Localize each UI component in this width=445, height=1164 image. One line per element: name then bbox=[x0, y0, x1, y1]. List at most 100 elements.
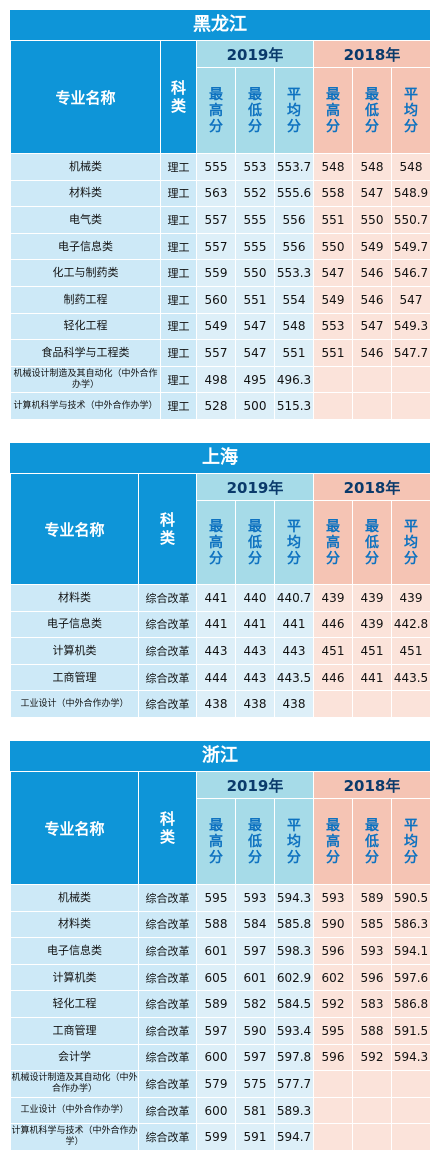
category-cell: 理工 bbox=[160, 392, 197, 420]
min-score-cell bbox=[352, 690, 392, 718]
avg-score-cell: 589.3 bbox=[274, 1096, 314, 1125]
min-score-cell bbox=[352, 392, 392, 420]
avg-score-cell: 584.5 bbox=[274, 990, 314, 1018]
major-name-cell: 电子信息类 bbox=[10, 610, 139, 639]
table-row: 轻化工程 理工 549 547 548 553 547 549.3 bbox=[10, 312, 431, 341]
avg-score-cell: 551 bbox=[274, 339, 314, 367]
category-cell: 理工 bbox=[160, 232, 197, 261]
max-score-cell: 602 bbox=[313, 963, 353, 992]
max-score-cell: 446 bbox=[313, 610, 353, 639]
category-cell: 综合改革 bbox=[138, 584, 197, 612]
min-score-cell: 588 bbox=[352, 1016, 392, 1045]
avg-score-cell: 549.3 bbox=[391, 312, 431, 341]
header-row-years: 专业名称科类 2019年 2018年 bbox=[10, 473, 431, 585]
max-score-cell: 438 bbox=[196, 690, 236, 718]
category-cell: 理工 bbox=[160, 259, 197, 287]
table-row: 电子信息类 理工 557 555 556 550 549 549.7 bbox=[10, 232, 431, 261]
max-score-cell: 446 bbox=[313, 663, 353, 692]
avg-score-cell: 549.7 bbox=[391, 232, 431, 261]
min-score-cell: 583 bbox=[352, 990, 392, 1018]
min-score-cell: 591 bbox=[235, 1123, 275, 1151]
category-cell: 综合改革 bbox=[138, 1123, 197, 1151]
max-score-cell: 588 bbox=[196, 910, 236, 939]
major-name-header: 专业名称 bbox=[10, 473, 139, 585]
avg-score-cell: 597.6 bbox=[391, 963, 431, 992]
min-score-cell: 441 bbox=[352, 663, 392, 692]
avg-score-cell: 548 bbox=[391, 153, 431, 181]
table-row: 食品科学与工程类 理工 557 547 551 551 546 547.7 bbox=[10, 339, 431, 367]
min-score-cell: 593 bbox=[352, 937, 392, 965]
min-score-cell: 585 bbox=[352, 910, 392, 939]
header-row-metrics: 最高分最低分平均分最高分最低分平均分 bbox=[11, 67, 431, 154]
major-name-cell: 材料类 bbox=[10, 584, 139, 612]
province-title: 浙江 bbox=[10, 741, 430, 771]
table-row: 电子信息类 综合改革 601 597 598.3 596 593 594.1 bbox=[10, 937, 431, 965]
avg-score-cell bbox=[391, 1070, 431, 1098]
min-score-cell: 547 bbox=[235, 312, 275, 341]
min-score-cell: 443 bbox=[235, 663, 275, 692]
province-title: 黑龙江 bbox=[10, 10, 430, 40]
min-score-cell: 546 bbox=[352, 259, 392, 287]
category-cell: 综合改革 bbox=[138, 1096, 197, 1125]
category-cell: 理工 bbox=[160, 206, 197, 234]
avg-score-cell: 594.7 bbox=[274, 1123, 314, 1151]
avg-score-cell: 443 bbox=[274, 637, 314, 665]
major-name-cell: 食品科学与工程类 bbox=[10, 339, 161, 367]
avg-score-header: 平均分 bbox=[274, 798, 314, 885]
admission-score-table: 专业名称科类 2019年 2018年最高分最低分平均分最高分最低分平均分材料类 综合改… bbox=[10, 473, 431, 718]
category-cell: 综合改革 bbox=[138, 884, 197, 912]
table-row: 轻化工程 综合改革 589 582 584.5 592 583 586.8 bbox=[10, 990, 431, 1018]
min-score-cell: 584 bbox=[235, 910, 275, 939]
min-score-cell: 593 bbox=[235, 884, 275, 912]
min-score-cell: 553 bbox=[235, 153, 275, 181]
category-cell: 综合改革 bbox=[138, 663, 197, 692]
section-zhejiang: 浙江 专业名称科类 2019年 2018年最高分最低分平均分最高分最低分平均分机械类综… bbox=[10, 741, 431, 1151]
major-name-cell: 化工与制药类 bbox=[10, 259, 161, 287]
category-cell: 理工 bbox=[160, 312, 197, 341]
min-score-cell: 550 bbox=[352, 206, 392, 234]
category-cell: 综合改革 bbox=[138, 910, 197, 939]
avg-score-cell: 550.7 bbox=[391, 206, 431, 234]
max-score-cell: 593 bbox=[313, 884, 353, 912]
avg-score-cell: 443.5 bbox=[274, 663, 314, 692]
max-score-cell: 595 bbox=[313, 1016, 353, 1045]
max-score-cell bbox=[313, 1123, 353, 1151]
table-row: 机械设计制造及其自动化（中外合作办学） 理工 498 495 496.3 bbox=[10, 365, 431, 394]
category-cell: 理工 bbox=[160, 339, 197, 367]
max-score-cell: 592 bbox=[313, 990, 353, 1018]
avg-score-cell: 496.3 bbox=[274, 365, 314, 394]
min-score-cell: 549 bbox=[352, 232, 392, 261]
avg-score-cell: 586.8 bbox=[391, 990, 431, 1018]
max-score-cell: 549 bbox=[313, 285, 353, 314]
major-name-cell: 工业设计（中外合作办学） bbox=[10, 1096, 139, 1125]
max-score-header: 最高分 bbox=[196, 67, 236, 154]
avg-score-cell: 451 bbox=[391, 637, 431, 665]
max-score-header: 最高分 bbox=[313, 798, 353, 885]
min-score-cell: 441 bbox=[235, 610, 275, 639]
category-header: 科类 bbox=[138, 473, 197, 585]
table-row: 计算机类 综合改革 443 443 443 451 451 451 bbox=[10, 637, 431, 665]
min-score-cell: 596 bbox=[352, 963, 392, 992]
avg-score-cell: 555.6 bbox=[274, 179, 314, 208]
max-score-cell: 596 bbox=[313, 937, 353, 965]
avg-score-cell: 442.8 bbox=[391, 610, 431, 639]
table-row: 材料类 综合改革 441 440 440.7 439 439 439 bbox=[10, 584, 431, 612]
min-score-cell: 582 bbox=[235, 990, 275, 1018]
max-score-cell: 595 bbox=[196, 884, 236, 912]
major-name-cell: 计算机类 bbox=[10, 637, 139, 665]
max-score-cell: 599 bbox=[196, 1123, 236, 1151]
table-row: 机械设计制造及其自动化（中外合作办学） 综合改革 579 575 577.7 bbox=[10, 1070, 431, 1098]
category-cell: 综合改革 bbox=[138, 1070, 197, 1098]
min-score-cell: 548 bbox=[352, 153, 392, 181]
max-score-cell: 589 bbox=[196, 990, 236, 1018]
province-title: 上海 bbox=[10, 443, 430, 473]
avg-score-header: 平均分 bbox=[274, 500, 314, 585]
max-score-cell: 563 bbox=[196, 179, 236, 208]
avg-score-cell: 594.3 bbox=[274, 884, 314, 912]
avg-score-cell bbox=[391, 365, 431, 394]
table-row: 电子信息类 综合改革 441 441 441 446 439 442.8 bbox=[10, 610, 431, 639]
section-heilongjiang: 黑龙江 专业名称科类 2019年 2018年最高分最低分平均分最高分最低分平均分机械类… bbox=[10, 10, 431, 420]
avg-score-header: 平均分 bbox=[391, 798, 431, 885]
min-score-header: 最低分 bbox=[235, 67, 275, 154]
major-name-cell: 会计学 bbox=[10, 1043, 139, 1072]
